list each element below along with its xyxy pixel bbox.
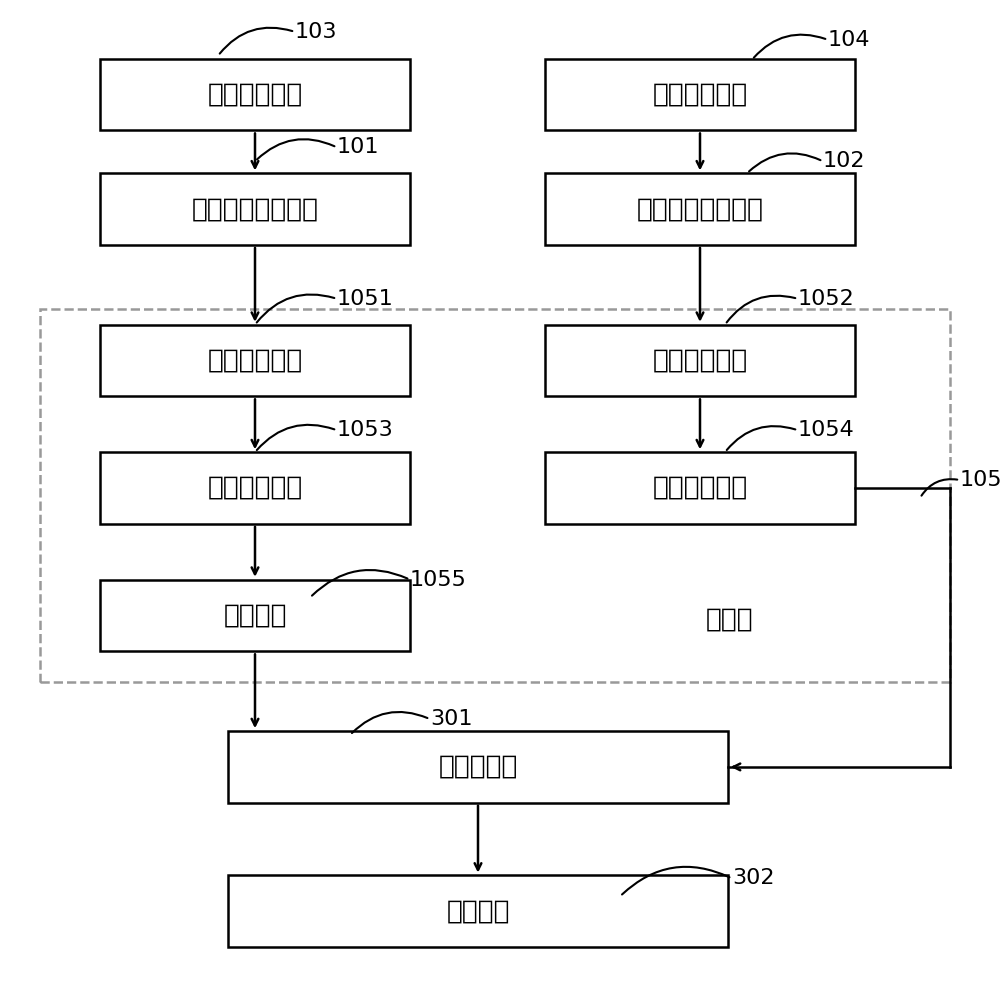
Text: 102: 102: [823, 151, 866, 171]
Text: 105: 105: [960, 470, 1000, 490]
Text: 第二粘附机构: 第二粘附机构: [652, 82, 748, 108]
Text: 第一粘附机构: 第一粘附机构: [207, 82, 303, 108]
Bar: [545, 325, 855, 396]
Bar: [228, 731, 728, 803]
Bar: [40, 309, 950, 682]
Bar: [545, 452, 855, 524]
Bar: [228, 875, 728, 947]
Text: 101: 101: [337, 137, 380, 157]
Text: 103: 103: [295, 22, 338, 42]
Bar: [100, 325, 410, 396]
Bar: [545, 173, 855, 245]
Text: 104: 104: [828, 30, 870, 50]
Bar: [100, 452, 410, 524]
Text: 第一接口单元: 第一接口单元: [207, 348, 303, 374]
Text: 第二温度采集单元: 第二温度采集单元: [637, 196, 764, 222]
Text: 第二计算单元: 第二计算单元: [652, 475, 748, 501]
Text: 第一计算单元: 第一计算单元: [207, 475, 303, 501]
Bar: [545, 59, 855, 130]
Text: 1055: 1055: [410, 570, 467, 590]
Text: 信号转换器: 信号转换器: [438, 754, 518, 780]
Text: 第一温度采集单元: 第一温度采集单元: [192, 196, 318, 222]
Text: 1052: 1052: [798, 289, 855, 309]
Text: 1051: 1051: [337, 289, 394, 309]
Text: 1054: 1054: [798, 420, 855, 440]
Text: 301: 301: [430, 709, 473, 729]
Text: 判断单元: 判断单元: [223, 603, 287, 628]
Text: 302: 302: [732, 869, 774, 888]
Text: 显示装置: 显示装置: [446, 898, 510, 924]
Text: 检测部: 检测部: [706, 607, 754, 632]
Bar: [100, 59, 410, 130]
Bar: [100, 173, 410, 245]
Bar: [100, 580, 410, 651]
Text: 第二接口单元: 第二接口单元: [652, 348, 748, 374]
Text: 1053: 1053: [337, 420, 394, 440]
